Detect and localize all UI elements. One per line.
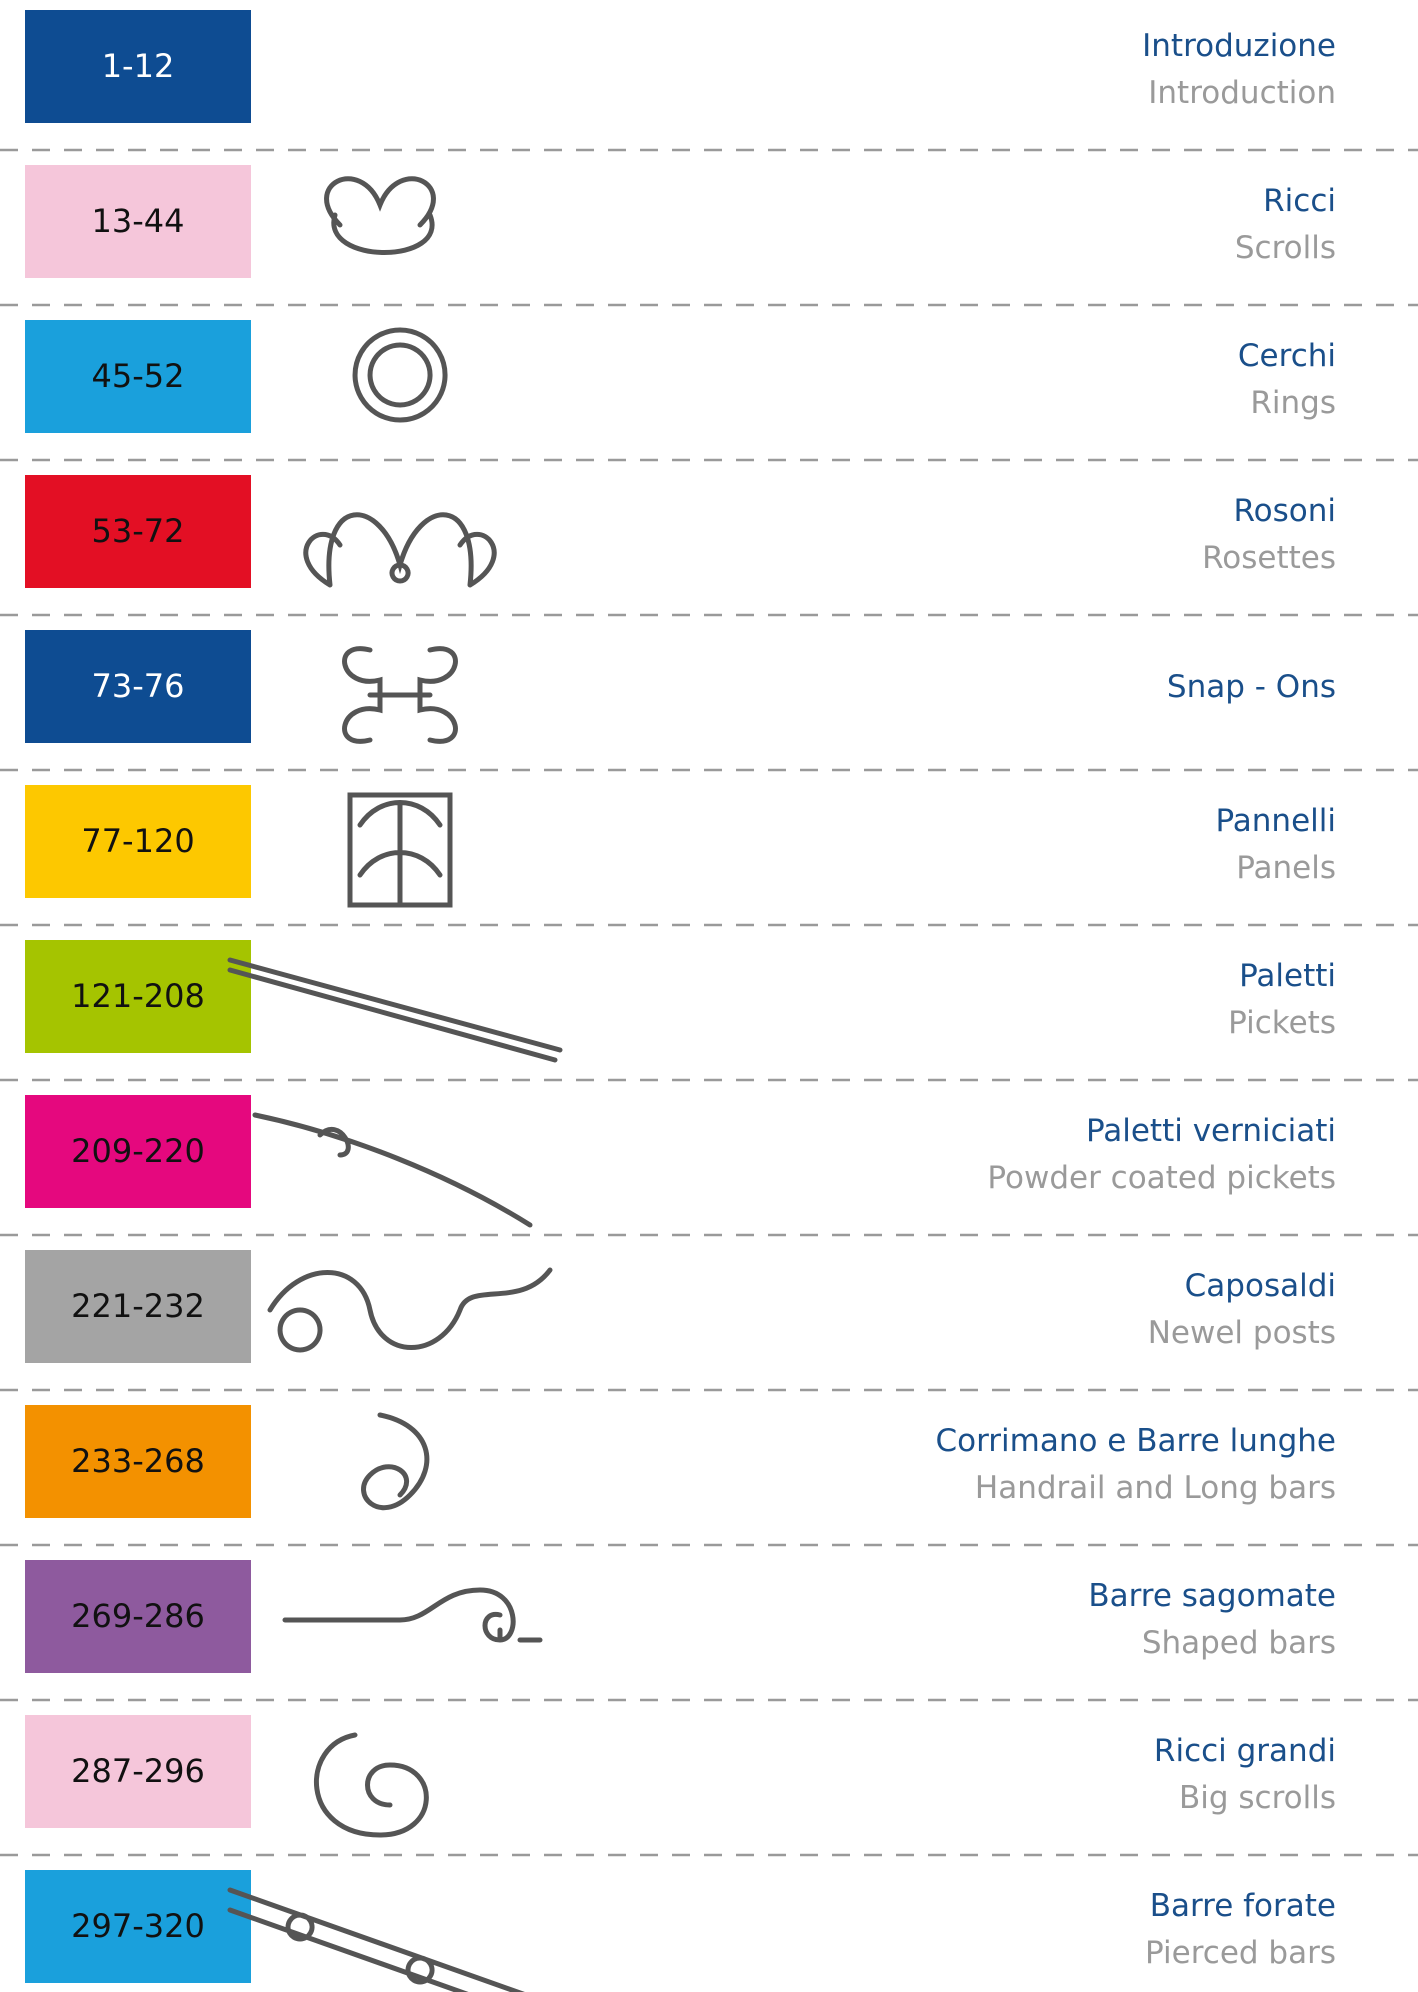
catalog-row: 209-220 Paletti verniciati Powder coated p… [25, 1095, 1336, 1225]
page-range: 13-44 [92, 202, 185, 240]
catalog-row: 297-320 Barre forate Pierced bars [25, 1870, 1336, 1992]
product-illustration [306, 515, 494, 585]
page-range: 297-320 [71, 1907, 205, 1945]
section-title: Barre sagomate [1088, 1578, 1336, 1614]
page-range: 121-208 [71, 977, 205, 1015]
page-range: 73-76 [92, 667, 185, 705]
catalog-row: 13-44 Ricci Scrolls [25, 165, 1336, 278]
section-subtitle: Pickets [1228, 1005, 1336, 1041]
catalog-row: 269-286 Barre sagomate Shaped bars [25, 1560, 1336, 1673]
section-subtitle: Rosettes [1202, 540, 1336, 576]
product-illustration [345, 649, 456, 742]
product-illustration [285, 1590, 540, 1640]
catalog-row: 121-208 Paletti Pickets [25, 940, 1336, 1060]
section-subtitle: Panels [1236, 850, 1336, 886]
section-subtitle: Introduction [1148, 75, 1336, 111]
product-illustration [230, 960, 560, 1060]
section-subtitle: Big scrolls [1179, 1780, 1336, 1816]
catalog-row: 53-72 Rosoni Rosettes [25, 475, 1336, 588]
product-illustration [230, 1890, 540, 1992]
page-range: 269-286 [71, 1597, 205, 1635]
section-title: Paletti verniciati [1086, 1113, 1336, 1149]
page-range: 1-12 [102, 47, 175, 85]
catalog-index: 1-12 Introduzione Introduction 13-44 Ricci Sc… [0, 0, 1418, 1992]
section-title: Corrimano e Barre lunghe [935, 1423, 1336, 1459]
product-illustration [350, 795, 450, 905]
section-title: Caposaldi [1185, 1268, 1336, 1304]
section-title: Barre forate [1150, 1888, 1336, 1924]
section-subtitle: Rings [1250, 385, 1336, 421]
page-range: 77-120 [81, 822, 194, 860]
page-range: 53-72 [92, 512, 185, 550]
section-title: Ricci grandi [1154, 1733, 1336, 1769]
page-range: 287-296 [71, 1752, 205, 1790]
section-subtitle: Pierced bars [1145, 1935, 1336, 1971]
product-illustration [255, 1115, 530, 1225]
section-title: Rosoni [1234, 493, 1337, 529]
section-subtitle: Scrolls [1235, 230, 1336, 266]
section-title: Paletti [1239, 958, 1336, 994]
catalog-row: 233-268 Corrimano e Barre lunghe Handrail … [25, 1405, 1336, 1518]
page-range: 45-52 [92, 357, 185, 395]
catalog-row: 221-232 Caposaldi Newel posts [25, 1250, 1336, 1363]
section-title: Introduzione [1142, 28, 1336, 64]
catalog-row: 287-296 Ricci grandi Big scrolls [25, 1715, 1336, 1835]
page-range: 233-268 [71, 1442, 205, 1480]
catalog-row: 77-120 Pannelli Panels [25, 785, 1336, 905]
page-range: 209-220 [71, 1132, 205, 1170]
section-subtitle: Shaped bars [1142, 1625, 1336, 1661]
section-title: Pannelli [1215, 803, 1336, 839]
product-illustration [364, 1415, 427, 1508]
section-title: Snap - Ons [1167, 669, 1336, 705]
product-illustration [270, 1270, 550, 1350]
page-range: 221-232 [71, 1287, 205, 1325]
section-subtitle: Powder coated pickets [987, 1160, 1336, 1196]
section-subtitle: Newel posts [1148, 1315, 1336, 1351]
product-illustration [355, 330, 445, 420]
section-title: Ricci [1263, 183, 1336, 219]
product-illustration [327, 179, 434, 253]
catalog-row: 73-76 Snap - Ons [25, 630, 1336, 743]
section-subtitle: Handrail and Long bars [975, 1470, 1336, 1506]
product-illustration [316, 1735, 426, 1835]
catalog-row: 1-12 Introduzione Introduction [25, 10, 1336, 123]
section-title: Cerchi [1238, 338, 1336, 374]
catalog-row: 45-52 Cerchi Rings [25, 320, 1336, 433]
